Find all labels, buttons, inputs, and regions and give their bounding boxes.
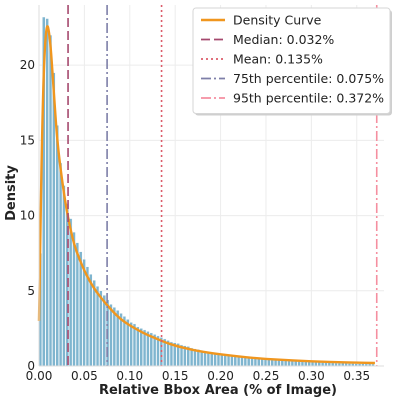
histogram-bar — [62, 185, 66, 367]
histogram-bar — [48, 34, 53, 367]
histogram-bar — [297, 361, 301, 367]
histogram-bar — [69, 218, 73, 367]
histogram-bar — [139, 328, 143, 367]
histogram-bar — [132, 323, 137, 367]
x-tick-label: 0.10 — [116, 369, 143, 383]
y-tick-label: 10 — [20, 209, 35, 223]
histogram-bar — [300, 361, 305, 367]
density-curve-layer — [37, 25, 375, 365]
histogram-bar — [89, 274, 93, 367]
legend-label: 95th percentile: 0.372% — [233, 91, 384, 106]
x-tick-label: 0.20 — [207, 369, 234, 383]
histogram-bar — [95, 286, 100, 367]
y-tick-label: 15 — [20, 133, 35, 147]
histogram-bar — [102, 295, 106, 367]
histogram-bar — [136, 326, 140, 367]
histogram-bar — [294, 360, 298, 367]
x-tick-label: 0.35 — [343, 369, 370, 383]
histogram-bar — [72, 231, 76, 367]
histogram-bar — [85, 266, 90, 367]
histogram-bar — [58, 162, 63, 367]
density-curve — [37, 25, 375, 365]
histogram-bar — [126, 319, 130, 367]
histogram-bar — [75, 242, 80, 367]
histogram-bar — [317, 362, 321, 367]
histogram-bar — [82, 259, 86, 367]
tick-labels: 0.00 0.05 0.10 0.15 0.20 0.25 0.30 0.35 0 5 10 15 20 — [20, 58, 370, 383]
histogram-bar — [112, 307, 116, 367]
histogram-bar — [287, 360, 291, 367]
x-tick-label: 0.05 — [71, 369, 98, 383]
histogram-bar — [99, 290, 103, 367]
axes — [38, 5, 384, 367]
y-tick-label: 5 — [27, 284, 35, 298]
y-tick-label: 0 — [27, 359, 35, 373]
histogram-bar — [310, 361, 315, 367]
histogram-bar — [55, 125, 59, 367]
histogram-bar — [142, 329, 147, 367]
legend-box — [192, 7, 391, 114]
y-axis-label: Density — [4, 165, 19, 221]
histogram-bar — [79, 251, 83, 367]
x-tick-label: 0.00 — [26, 369, 53, 383]
histogram-bar — [92, 280, 96, 367]
histogram-bar — [320, 362, 325, 367]
legend-label: Median: 0.032% — [233, 32, 334, 47]
histogram-bar — [45, 18, 49, 367]
histogram-bar — [307, 361, 311, 367]
y-tick-label: 20 — [20, 58, 35, 72]
x-tick-label: 0.30 — [298, 369, 325, 383]
legend: Density Curve Median: 0.032% Mean: 0.135% 7… — [192, 7, 392, 116]
legend-label: Mean: 0.135% — [233, 52, 323, 67]
legend-label: 75th percentile: 0.075% — [233, 71, 384, 86]
histogram-bar — [109, 304, 113, 367]
histogram-bar — [324, 362, 328, 367]
histogram-bar — [129, 322, 133, 367]
x-axis-label: Relative Bbox Area (% of Image) — [99, 383, 337, 398]
x-tick-label: 0.25 — [253, 369, 280, 383]
histogram-bar — [290, 360, 295, 367]
legend-label: Density Curve — [233, 13, 322, 28]
histogram-bar — [314, 361, 318, 367]
x-tick-label: 0.15 — [162, 369, 189, 383]
histogram-bar — [304, 361, 308, 367]
